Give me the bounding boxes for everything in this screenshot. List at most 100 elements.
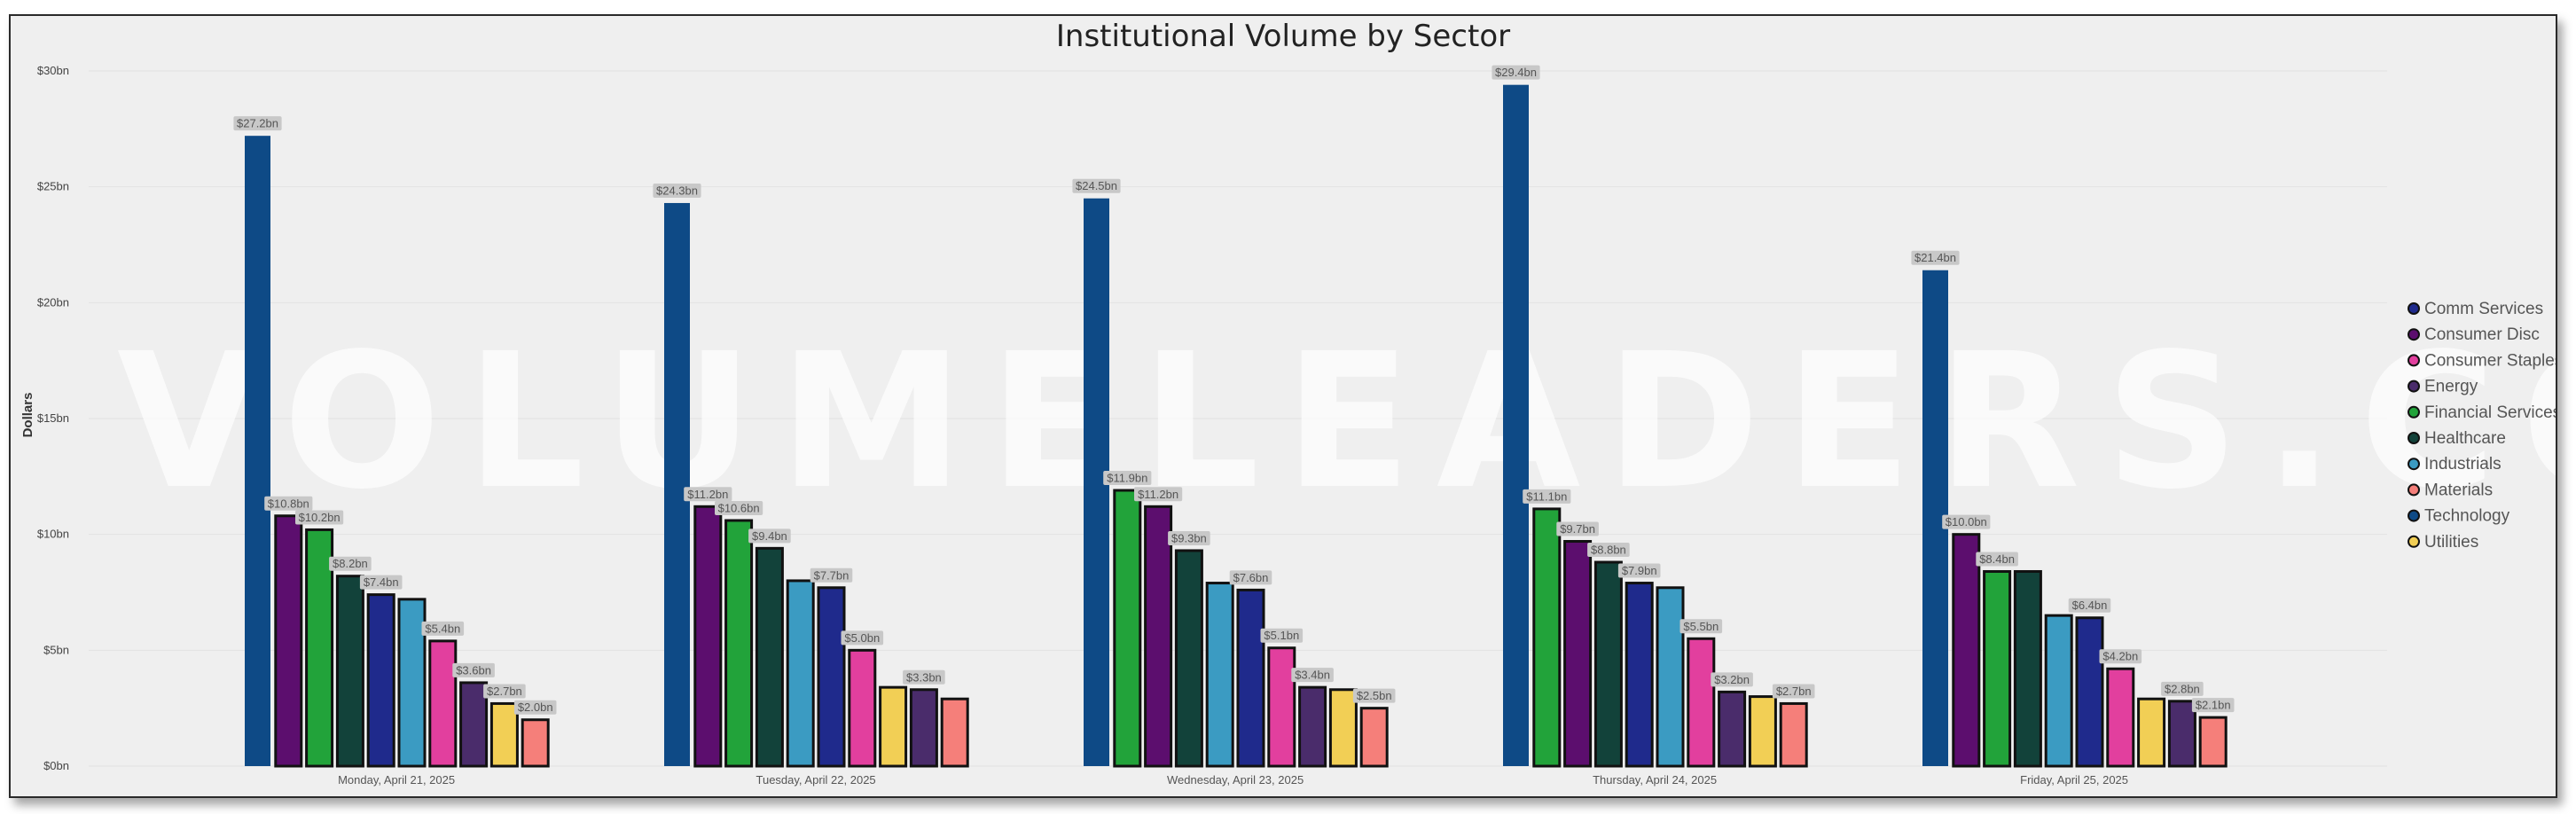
bar-healthcare[interactable] xyxy=(755,546,784,768)
bar-industrials[interactable] xyxy=(397,598,427,768)
data-label-bg xyxy=(653,183,701,198)
bar-utilities[interactable] xyxy=(1748,695,1777,768)
bar-healthcare[interactable] xyxy=(1174,549,1203,768)
bar-consumer-staples[interactable] xyxy=(1267,646,1296,768)
legend-item[interactable]: Utilities xyxy=(2408,533,2478,552)
data-label: $24.5bn xyxy=(1072,178,1121,193)
data-label-bg xyxy=(359,575,403,590)
bar-comm-services[interactable] xyxy=(1625,582,1654,768)
bar-energy[interactable] xyxy=(2167,700,2196,768)
data-label-text: $24.5bn xyxy=(1076,179,1117,192)
bar-financial-services[interactable] xyxy=(305,528,334,768)
data-label-bg xyxy=(2099,649,2142,664)
bar-consumer-disc[interactable] xyxy=(693,505,723,768)
bar-consumer-disc[interactable] xyxy=(1563,540,1593,768)
bar-healthcare[interactable] xyxy=(335,575,364,768)
bar-technology[interactable] xyxy=(1503,84,1529,767)
bar-materials[interactable] xyxy=(521,718,550,768)
chart-title: Institutional Volume by Sector xyxy=(1056,19,1510,54)
bar-consumer-staples[interactable] xyxy=(428,639,458,768)
bar-financial-services[interactable] xyxy=(1983,569,2012,768)
data-label-text: $3.2bn xyxy=(1714,673,1750,686)
bar-industrials[interactable] xyxy=(786,579,815,768)
bar-energy[interactable] xyxy=(1718,690,1747,768)
data-label-text: $10.6bn xyxy=(718,501,760,514)
bar-consumer-staples[interactable] xyxy=(2106,667,2135,768)
legend-item[interactable]: Technology xyxy=(2408,507,2510,526)
legend-marker xyxy=(2408,535,2420,548)
bar-consumer-disc[interactable] xyxy=(274,514,303,768)
legend-label: Materials xyxy=(2424,481,2493,499)
bar-materials[interactable] xyxy=(1779,701,1808,768)
legend-label: Financial Services xyxy=(2424,403,2556,422)
bar-industrials[interactable] xyxy=(2044,614,2073,768)
bar-materials[interactable] xyxy=(1359,707,1389,768)
data-label-text: $8.4bn xyxy=(1979,552,2015,566)
bar-consumer-staples[interactable] xyxy=(848,648,877,768)
bar-industrials[interactable] xyxy=(1205,582,1234,768)
bar-industrials[interactable] xyxy=(1656,586,1685,768)
data-label-text: $9.7bn xyxy=(1560,522,1595,536)
bar-energy[interactable] xyxy=(909,688,938,768)
legend-marker xyxy=(2408,483,2420,497)
bar-technology[interactable] xyxy=(664,202,690,766)
bar-energy[interactable] xyxy=(459,681,489,768)
data-label: $10.0bn xyxy=(1942,514,1991,529)
legend-label: Energy xyxy=(2424,378,2478,396)
bar-healthcare[interactable] xyxy=(1593,560,1623,768)
data-label-text: $5.0bn xyxy=(844,631,880,645)
data-label: $7.7bn xyxy=(810,567,853,583)
legend-item[interactable]: Materials xyxy=(2408,481,2493,499)
legend[interactable]: Comm Services Consumer Disc Consumer Stapl… xyxy=(2408,300,2556,552)
data-label: $8.4bn xyxy=(1976,552,2018,567)
data-label-text: $10.2bn xyxy=(299,511,341,524)
bar-utilities[interactable] xyxy=(1328,688,1358,768)
x-tick-label: Thursday, April 24, 2025 xyxy=(1593,773,1717,787)
bar-utilities[interactable] xyxy=(489,701,519,768)
legend-item[interactable]: Industrials xyxy=(2408,455,2502,474)
data-label-bg xyxy=(1523,489,1571,504)
bar-financial-services[interactable] xyxy=(1113,489,1142,768)
bar-financial-services[interactable] xyxy=(1532,507,1562,768)
data-label-text: $11.2bn xyxy=(1138,488,1178,501)
bar-consumer-disc[interactable] xyxy=(1144,505,1173,768)
y-axis-ticks: $0bn $5bn $10bn $15bn $20bn $25bn $30bn xyxy=(37,64,69,772)
bar-materials[interactable] xyxy=(940,697,969,768)
data-label: $8.8bn xyxy=(1587,543,1630,558)
data-label-text: $5.5bn xyxy=(1683,620,1719,633)
bar-healthcare[interactable] xyxy=(2013,569,2042,768)
legend-item[interactable]: Financial Services xyxy=(2408,403,2556,422)
data-label-text: $24.3bn xyxy=(656,184,698,197)
bar-technology[interactable] xyxy=(245,136,270,766)
bar-comm-services[interactable] xyxy=(817,586,846,768)
data-label-bg xyxy=(1711,672,1753,687)
y-tick-label: $20bn xyxy=(37,295,69,309)
data-label-bg xyxy=(1976,552,2018,567)
bar-utilities[interactable] xyxy=(879,685,908,768)
bar-comm-services[interactable] xyxy=(2075,616,2104,768)
data-label-text: $10.0bn xyxy=(1946,515,1987,528)
bar-consumer-staples[interactable] xyxy=(1687,637,1716,768)
bar-comm-services[interactable] xyxy=(1236,588,1265,768)
bar-utilities[interactable] xyxy=(2137,697,2166,768)
data-label: $5.1bn xyxy=(1260,628,1304,643)
data-label-bg xyxy=(810,567,853,583)
data-label: $10.2bn xyxy=(295,510,344,525)
bar-consumer-disc[interactable] xyxy=(1952,533,1981,768)
data-label: $3.2bn xyxy=(1711,672,1753,687)
data-label: $29.4bn xyxy=(1492,65,1540,80)
legend-item[interactable]: Consumer Disc xyxy=(2408,325,2540,344)
bar-comm-services[interactable] xyxy=(366,593,395,768)
legend-item[interactable]: Consumer Staples xyxy=(2408,351,2556,370)
data-label: $2.5bn xyxy=(1352,688,1396,703)
data-label-text: $6.4bn xyxy=(2072,599,2108,612)
bar-energy[interactable] xyxy=(1298,685,1327,768)
data-label: $10.6bn xyxy=(715,500,763,515)
legend-item[interactable]: Healthcare xyxy=(2408,429,2506,448)
data-label: $24.3bn xyxy=(653,183,701,198)
legend-item[interactable]: Comm Services xyxy=(2408,300,2543,318)
data-label-text: $2.7bn xyxy=(487,685,522,698)
bar-financial-services[interactable] xyxy=(724,519,754,768)
legend-item[interactable]: Energy xyxy=(2408,378,2478,396)
bar-materials[interactable] xyxy=(2198,716,2228,768)
